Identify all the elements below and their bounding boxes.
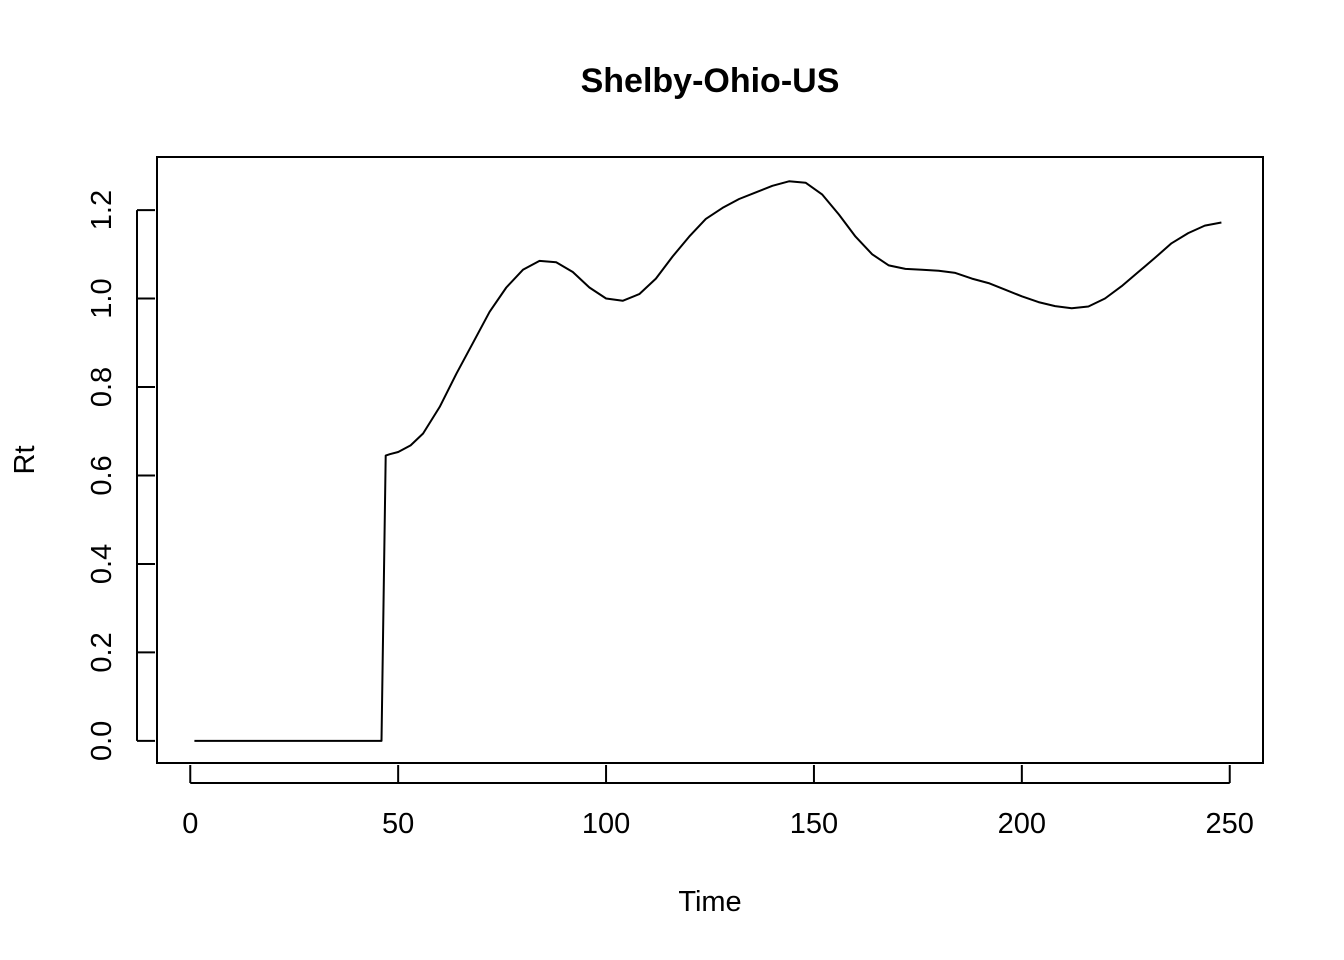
x-tick-label: 50	[382, 808, 414, 840]
x-axis-label: Time	[678, 886, 741, 918]
y-tick-label: 0.2	[86, 632, 118, 672]
y-axis: 0.0 0.2 0.4 0.6 0.8 1.0 1.2	[86, 190, 155, 761]
series-line-rt	[194, 180, 1222, 742]
x-tick-label: 150	[790, 808, 838, 840]
x-tick-label: 200	[998, 808, 1046, 840]
y-axis-label: Rt	[9, 446, 41, 475]
chart-title: Shelby-Ohio-US	[581, 62, 840, 100]
y-tick-label: 0.4	[86, 544, 118, 584]
y-tick-label: 0.0	[86, 721, 118, 761]
x-tick-label: 0	[182, 808, 198, 840]
y-tick-label: 1.0	[86, 278, 118, 318]
x-axis: 0 50 100 150 200 250	[182, 765, 1254, 840]
y-tick-label: 1.2	[86, 190, 118, 230]
plot-area	[156, 156, 1264, 764]
y-tick-label: 0.6	[86, 455, 118, 495]
x-tick-label: 100	[582, 808, 630, 840]
x-tick-label: 250	[1206, 808, 1254, 840]
y-tick-label: 0.8	[86, 367, 118, 407]
